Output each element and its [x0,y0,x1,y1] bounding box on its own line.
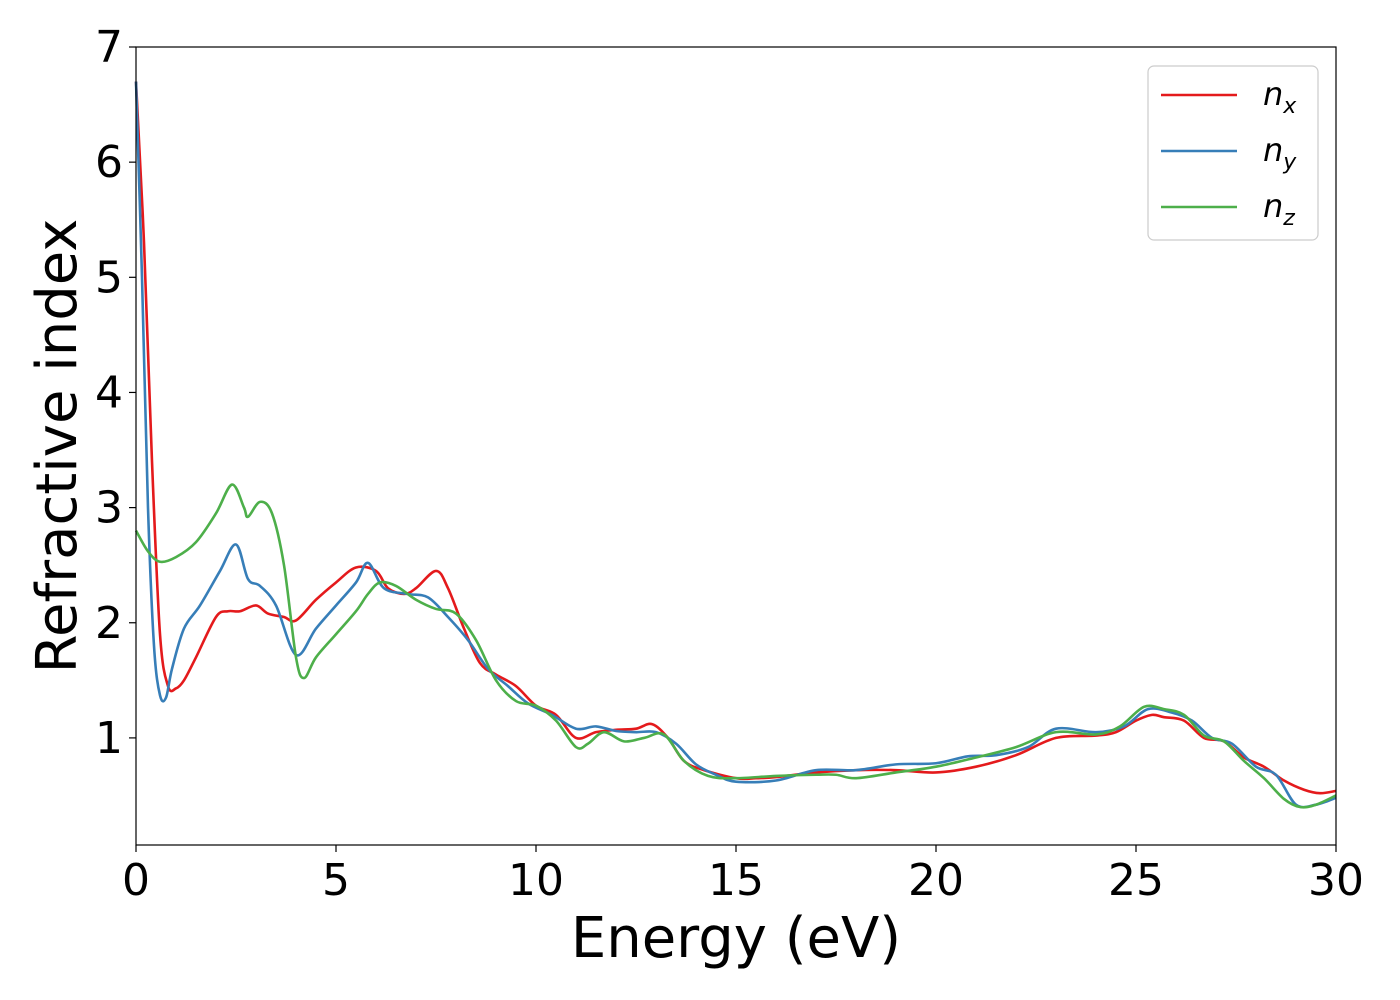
y-axis-label: Refractive index [25,219,90,674]
series-line-n-y [134,81,1337,809]
plot-lines [134,81,1337,809]
legend: nx ny nz [1147,65,1319,241]
x-axis-ticks: 0 5 10 15 20 25 30 [122,845,1364,906]
x-tick-label: 10 [508,855,564,906]
x-axis-label: Energy (eV) [571,906,901,971]
x-tick-label: 20 [908,855,964,906]
x-tick-label: 30 [1308,855,1364,906]
legend-label: nx [1263,75,1297,119]
x-tick-label: 25 [1108,855,1164,906]
y-tick-label: 4 [95,367,123,418]
x-tick-label: 5 [322,855,350,906]
series-line-n-z [134,483,1337,809]
y-tick-label: 2 [95,598,123,649]
y-tick-label: 3 [95,483,123,534]
x-tick-label: 0 [122,855,150,906]
x-tick-label: 15 [708,855,764,906]
y-tick-label: 6 [95,137,123,188]
y-tick-label: 7 [95,22,123,73]
series-line-n-x [134,81,1337,795]
y-tick-label: 1 [95,713,123,764]
legend-box [1147,65,1319,241]
legend-label: ny [1263,131,1297,175]
legend-label: nz [1263,187,1295,231]
y-tick-label: 5 [95,252,123,303]
y-axis-ticks: 1 2 3 4 5 6 7 [95,22,136,764]
